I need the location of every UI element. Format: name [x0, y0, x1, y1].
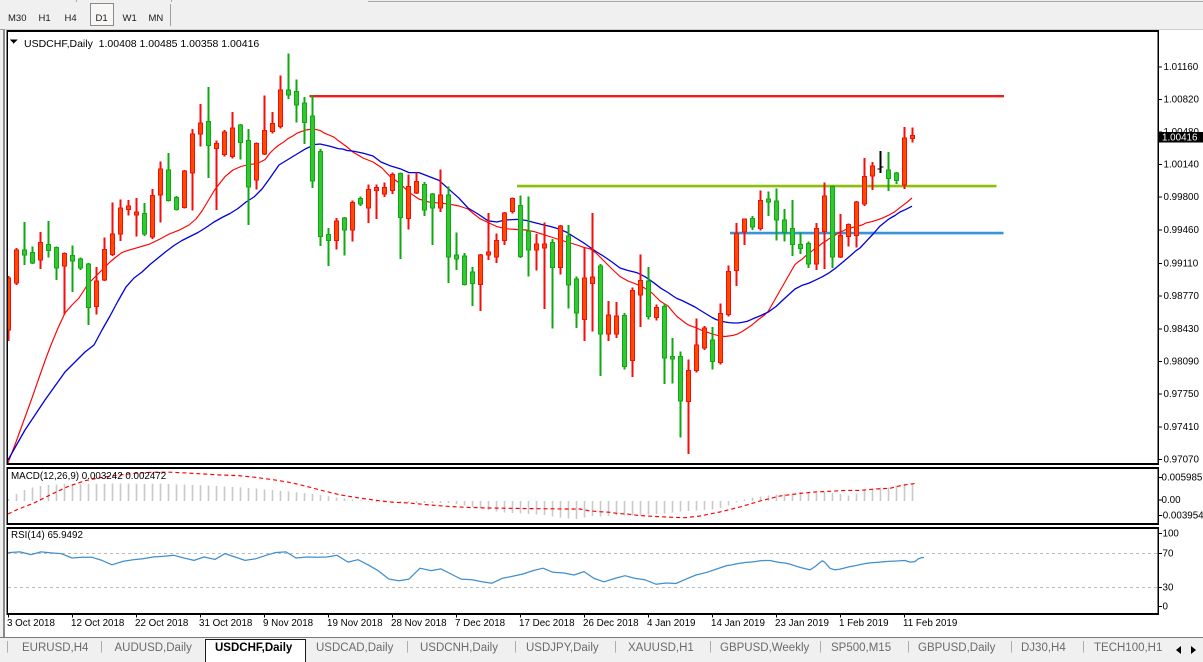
svg-text:23 Jan 2019: 23 Jan 2019 [775, 618, 829, 629]
svg-text:0.98770: 0.98770 [1164, 291, 1200, 302]
svg-text:0.99460: 0.99460 [1164, 225, 1200, 236]
svg-text:0.98090: 0.98090 [1164, 356, 1200, 367]
svg-text:0.99800: 0.99800 [1164, 192, 1200, 203]
svg-text:7 Dec 2018: 7 Dec 2018 [455, 618, 506, 629]
svg-text:19 Nov 2018: 19 Nov 2018 [327, 618, 383, 629]
svg-text:14 Jan 2019: 14 Jan 2019 [711, 618, 765, 629]
svg-text:26 Dec 2018: 26 Dec 2018 [583, 618, 639, 629]
svg-text:11 Feb 2019: 11 Feb 2019 [903, 618, 957, 629]
svg-text:12 Oct 2018: 12 Oct 2018 [71, 618, 125, 629]
svg-text:1.00140: 1.00140 [1164, 159, 1200, 170]
svg-text:28 Nov 2018: 28 Nov 2018 [391, 618, 447, 629]
svg-text:4 Jan 2019: 4 Jan 2019 [647, 618, 695, 629]
svg-text:0.005985: 0.005985 [1162, 472, 1203, 483]
svg-text:30: 30 [1163, 582, 1174, 593]
svg-text:0.97070: 0.97070 [1164, 454, 1200, 465]
svg-text:1.00416: 1.00416 [1162, 133, 1198, 144]
svg-text:USDCHF,Daily 1.00408 1.00485: USDCHF,Daily 1.00408 1.00485 1.00358 1.0… [24, 38, 259, 50]
svg-text:31 Oct 2018: 31 Oct 2018 [199, 618, 253, 629]
svg-text:RSI(14) 65.9492: RSI(14) 65.9492 [11, 530, 83, 541]
svg-text:70: 70 [1163, 548, 1174, 559]
svg-text:1.01160: 1.01160 [1164, 62, 1199, 73]
svg-text:0.99110: 0.99110 [1164, 258, 1199, 269]
svg-text:1.00820: 1.00820 [1164, 94, 1200, 105]
svg-text:1 Feb 2019: 1 Feb 2019 [839, 618, 889, 629]
svg-text:0.00: 0.00 [1162, 495, 1182, 506]
svg-text:9 Nov 2018: 9 Nov 2018 [263, 618, 314, 629]
svg-text:100: 100 [1163, 528, 1180, 539]
svg-text:-0.003954: -0.003954 [1160, 510, 1203, 521]
svg-text:22 Oct 2018: 22 Oct 2018 [135, 618, 189, 629]
svg-text:3 Oct 2018: 3 Oct 2018 [7, 618, 55, 629]
svg-text:0.97750: 0.97750 [1164, 389, 1200, 400]
svg-text:0.97410: 0.97410 [1164, 422, 1200, 433]
svg-text:0.98430: 0.98430 [1164, 324, 1200, 335]
svg-text:17 Dec 2018: 17 Dec 2018 [519, 618, 575, 629]
svg-text:MACD(12,26,9) 0.003242 0.00247: MACD(12,26,9) 0.003242 0.002472 [11, 471, 166, 482]
svg-text:0: 0 [1163, 601, 1169, 612]
